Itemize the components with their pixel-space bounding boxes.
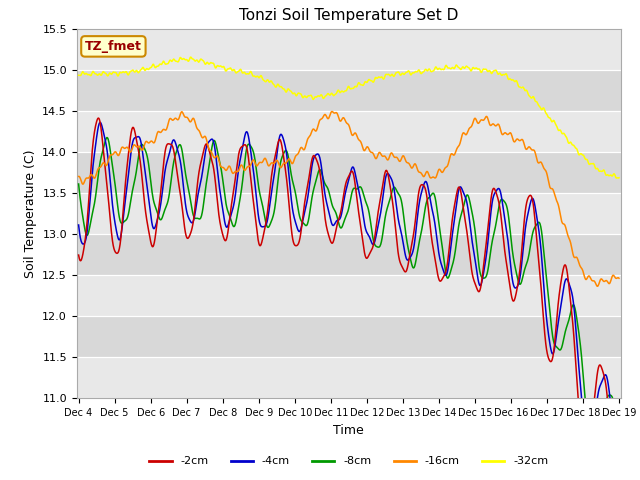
Bar [77, 316, 621, 357]
Text: TZ_fmet: TZ_fmet [85, 40, 142, 53]
Bar [77, 152, 621, 193]
Bar [77, 357, 621, 398]
Bar [77, 193, 621, 234]
Bar [77, 275, 621, 316]
Bar [77, 29, 621, 70]
Title: Tonzi Soil Temperature Set D: Tonzi Soil Temperature Set D [239, 9, 458, 24]
X-axis label: Time: Time [333, 424, 364, 437]
Bar [77, 234, 621, 275]
Legend: -2cm, -4cm, -8cm, -16cm, -32cm: -2cm, -4cm, -8cm, -16cm, -32cm [145, 452, 553, 471]
Bar [77, 70, 621, 111]
Bar [77, 111, 621, 152]
Y-axis label: Soil Temperature (C): Soil Temperature (C) [24, 149, 36, 278]
